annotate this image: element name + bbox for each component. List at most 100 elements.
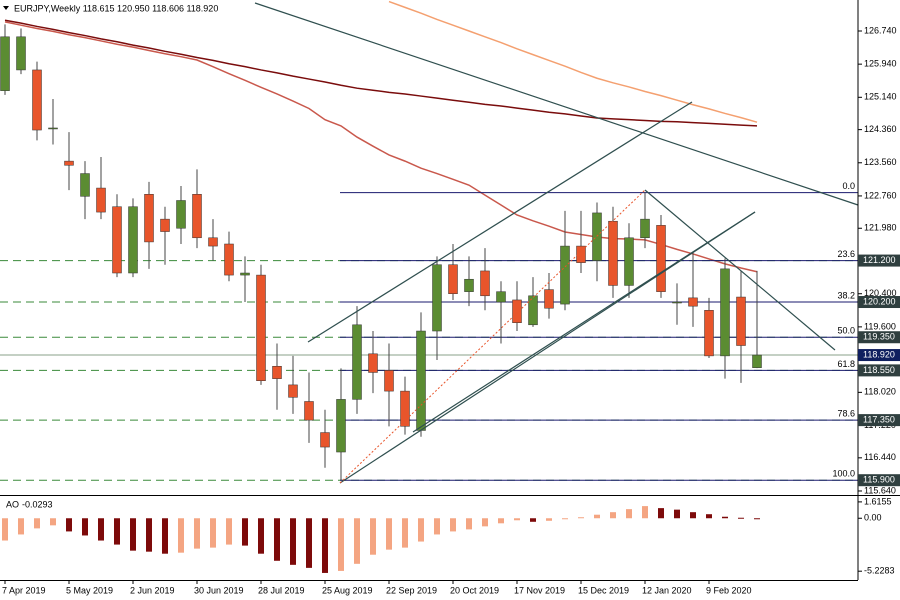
price-tag — [858, 331, 900, 344]
fib-ratio-label: 38.2 — [837, 290, 855, 300]
ao-bar — [466, 518, 472, 530]
candle-body — [448, 264, 458, 294]
candle-body — [272, 365, 282, 379]
ao-bar — [178, 518, 184, 553]
price-tag-label: 120.200 — [863, 296, 896, 306]
candle-body — [336, 399, 346, 453]
ao-bar — [498, 518, 504, 524]
price-tag — [858, 296, 900, 309]
candle-body — [128, 206, 138, 274]
candle-body — [688, 297, 698, 307]
ao-bar — [546, 518, 552, 521]
candle-body — [288, 384, 298, 398]
y-tick-label: 123.560 — [864, 157, 897, 167]
y-tick-label: 118.020 — [864, 387, 896, 397]
ao-bar — [562, 518, 568, 520]
ao-bar — [370, 518, 376, 555]
price-tag — [858, 364, 900, 377]
ao-bar — [626, 509, 632, 519]
y-tick-label: 124.360 — [864, 124, 897, 134]
ao-bar — [258, 518, 264, 554]
price-tag — [858, 474, 900, 487]
x-tick-label: 5 May 2019 — [66, 585, 113, 595]
candle-body — [144, 194, 154, 243]
ao-bar — [754, 518, 760, 520]
x-tick-label: 7 Apr 2019 — [2, 585, 46, 595]
candle-body — [64, 160, 74, 166]
y-tick-label: 120.400 — [864, 288, 897, 298]
ao-bar — [690, 512, 696, 519]
ao-bar — [578, 517, 584, 519]
ao-bar — [162, 518, 168, 554]
ao-bar — [514, 518, 520, 521]
ao-bar — [434, 518, 440, 535]
ao-bar — [482, 518, 488, 527]
ao-bar — [2, 518, 8, 541]
y-tick-label: 125.940 — [864, 59, 897, 69]
ao-bar — [674, 509, 680, 519]
last-price-tag — [858, 349, 900, 362]
candle-body — [464, 278, 474, 292]
ao-bar — [194, 518, 200, 549]
price-tag-label: 119.350 — [863, 332, 895, 342]
moving-average — [4, 19, 758, 127]
chart-title: EURJPY,Weekly 118.615 120.950 118.606 11… — [14, 3, 218, 13]
candle-body — [384, 370, 394, 392]
ao-bar — [146, 518, 152, 552]
ao-bar — [306, 518, 312, 568]
ao-bar — [274, 518, 280, 561]
candle-body — [496, 291, 506, 303]
ao-bar — [658, 508, 664, 519]
price-tag-label: 117.350 — [863, 414, 895, 424]
candle-body — [96, 187, 106, 213]
candle-body — [400, 390, 410, 427]
x-tick-label: 15 Dec 2019 — [578, 585, 629, 595]
candle-body — [48, 127, 58, 130]
ao-bar — [338, 518, 344, 571]
y-tick-label: 121.980 — [864, 223, 897, 233]
ao-bar — [290, 518, 296, 565]
candle-body — [752, 354, 762, 368]
y-tick-label: 0.00 — [864, 513, 882, 523]
fib-ratio-label: 61.8 — [837, 359, 855, 369]
candle-body — [592, 212, 602, 261]
candle-body — [704, 310, 714, 357]
y-tick-label: 119.600 — [864, 321, 896, 331]
candle-body — [304, 401, 314, 421]
ao-bar — [130, 518, 136, 551]
ao-bar — [18, 518, 24, 535]
candle-body — [32, 69, 42, 131]
candle-body — [528, 295, 538, 326]
price-tag — [858, 254, 900, 267]
ao-bar — [530, 518, 536, 522]
candle-body — [480, 270, 490, 297]
candle-body — [176, 200, 186, 229]
candle-body — [416, 330, 426, 431]
ao-bar — [82, 518, 88, 536]
candle-body — [512, 299, 522, 323]
y-tick-label: 126.740 — [864, 25, 897, 35]
trendline — [254, 2, 859, 206]
candle-body — [608, 220, 618, 286]
candle-body — [544, 289, 554, 309]
candle-body — [560, 245, 570, 305]
y-tick-label: 1.6155 — [864, 496, 892, 506]
ao-bar — [66, 518, 72, 532]
ao-bar — [242, 518, 248, 546]
x-tick-label: 17 Nov 2019 — [514, 585, 565, 595]
candle-body — [624, 237, 634, 286]
title-arrow — [3, 6, 9, 10]
ao-bar — [210, 518, 216, 548]
candle-body — [576, 245, 586, 263]
candle-body — [640, 218, 650, 239]
candle-body — [192, 194, 202, 239]
x-tick-label: 20 Oct 2019 — [450, 585, 499, 595]
x-tick-label: 28 Jul 2019 — [258, 585, 305, 595]
fib-ratio-label: 50.0 — [837, 326, 855, 336]
ao-bar — [354, 518, 360, 564]
candle-body — [112, 206, 122, 274]
fib-ratio-label: 0.0 — [842, 181, 855, 191]
y-tick-label: 125.140 — [864, 92, 897, 102]
